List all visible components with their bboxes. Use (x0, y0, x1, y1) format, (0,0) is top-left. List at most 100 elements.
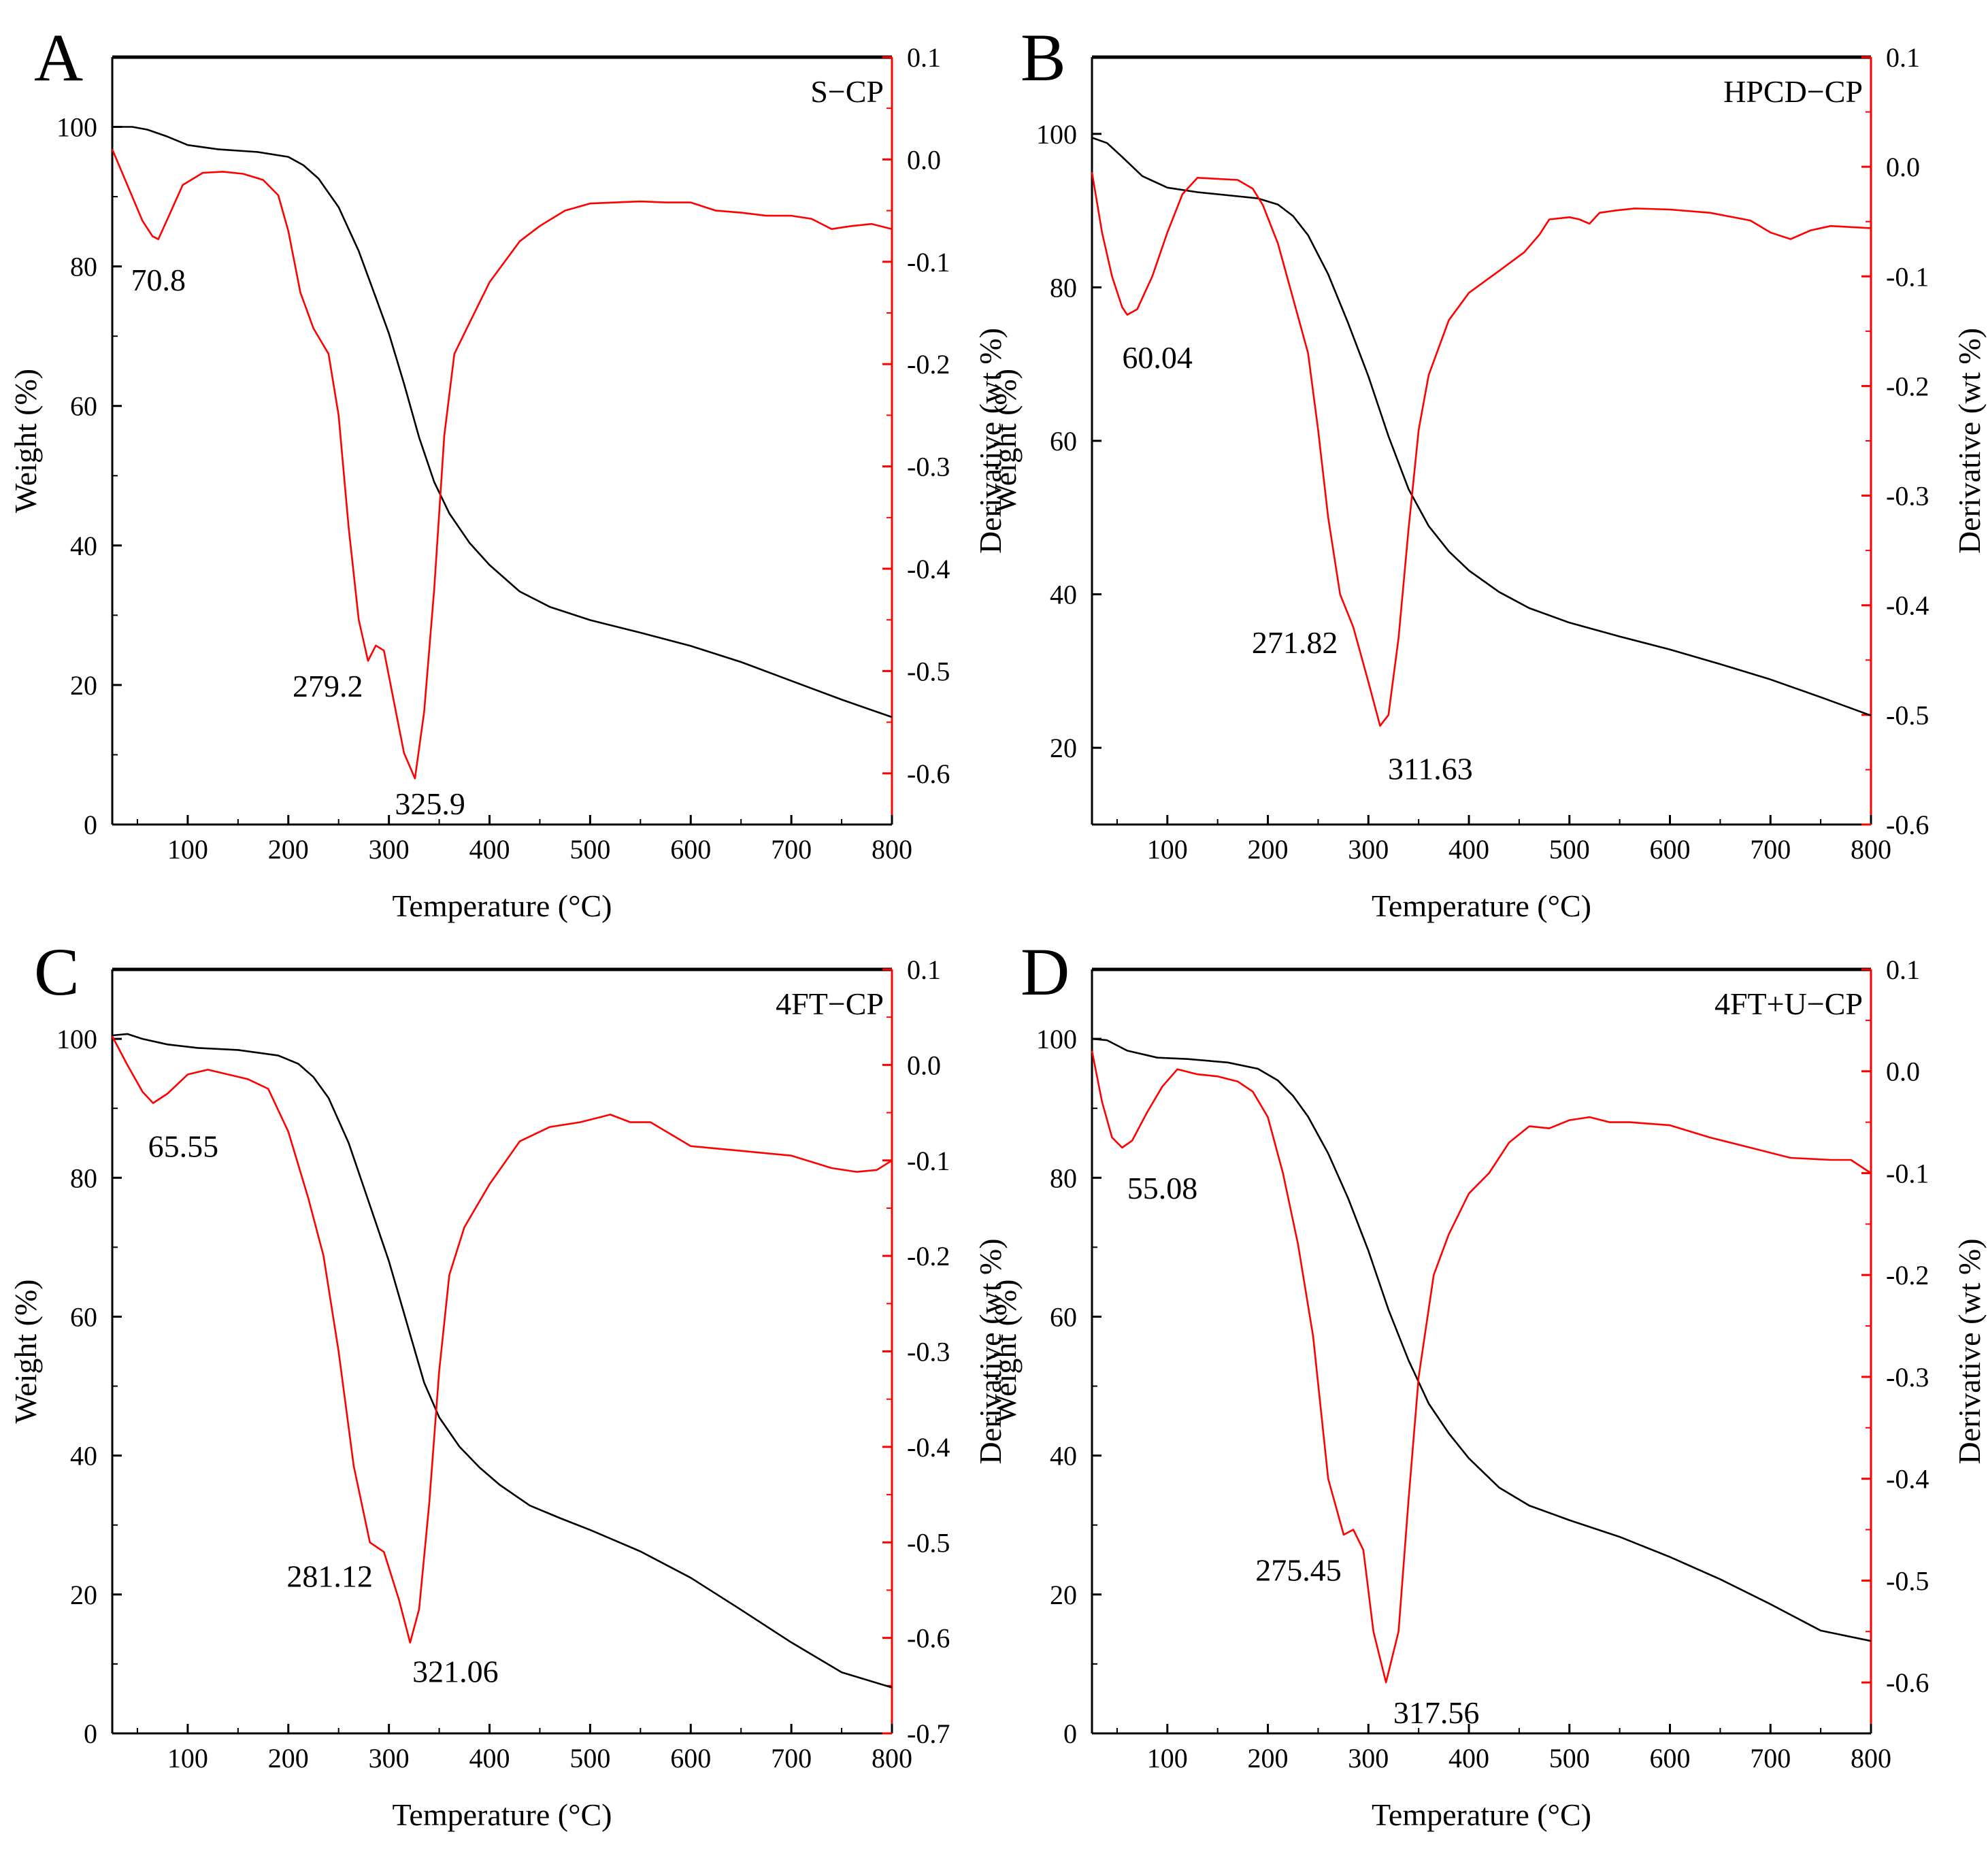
panel-letter: D (1021, 934, 1070, 1010)
x-tick-label: 300 (1348, 1743, 1389, 1774)
y-tick-label: 0 (84, 810, 97, 840)
weight-series-line (112, 1033, 893, 1688)
y2-tick-label: -0.1 (907, 1146, 950, 1176)
y-tick-label: 0 (84, 1718, 97, 1749)
x-tick-label: 400 (469, 834, 510, 865)
y2-axis-label: Derivative (wt %) (973, 1238, 1008, 1464)
y2-tick-label: 0.0 (1886, 1056, 1920, 1087)
y2-tick-label: -0.1 (1886, 1158, 1929, 1188)
y-tick-label: 80 (1050, 272, 1077, 303)
x-tick-label: 600 (670, 834, 711, 865)
x-tick-label: 500 (569, 1743, 610, 1774)
y2-axis-label: Derivative (wt %) (1952, 1238, 1987, 1464)
y-tick-label: 40 (1050, 580, 1077, 610)
y2-tick-label: -0.5 (1886, 700, 1929, 731)
x-tick-label: 100 (167, 834, 208, 865)
y2-tick-label: -0.2 (1886, 371, 1929, 401)
y-tick-label: 100 (56, 1024, 97, 1054)
peak-annotation: 281.12 (286, 1559, 373, 1593)
x-tick-label: 300 (369, 1743, 410, 1774)
x-tick-label: 200 (268, 834, 309, 865)
y2-tick-label: 0.1 (907, 42, 941, 73)
y2-axis-label: Derivative (wt %) (973, 328, 1008, 554)
x-tick-label: 200 (1248, 834, 1289, 865)
y2-tick-label: -0.5 (907, 656, 950, 686)
y-tick-label: 80 (70, 252, 97, 282)
y2-tick-label: -0.5 (907, 1527, 950, 1558)
y2-tick-label: -0.3 (1886, 481, 1929, 512)
y2-tick-label: 0.0 (1886, 152, 1920, 182)
x-tick-label: 200 (268, 1743, 309, 1774)
x-tick-label: 400 (1448, 834, 1489, 865)
x-tick-label: 300 (369, 834, 410, 865)
derivative-series-line (1091, 171, 1872, 727)
y2-axis-label: Derivative (wt %) (1952, 328, 1987, 554)
y-tick-label: 20 (1050, 1580, 1077, 1610)
weight-series-line (112, 126, 893, 718)
x-tick-label: 700 (1750, 834, 1791, 865)
y-axis-label: Weight (%) (8, 369, 43, 513)
x-tick-label: 600 (1650, 834, 1691, 865)
y-tick-label: 40 (1050, 1441, 1077, 1471)
x-axis-label: Temperature (°C) (1372, 888, 1591, 923)
y-tick-label: 60 (70, 391, 97, 422)
x-tick-label: 700 (1750, 1743, 1791, 1774)
x-axis-label: Temperature (°C) (1372, 1797, 1591, 1832)
y2-tick-label: -0.3 (1886, 1362, 1929, 1393)
y2-tick-label: -0.2 (907, 1241, 950, 1271)
y-tick-label: 100 (1036, 1024, 1077, 1054)
derivative-series-line (111, 1035, 893, 1644)
x-axis-label: Temperature (°C) (393, 1797, 612, 1832)
x-tick-label: 800 (872, 1743, 912, 1774)
y-tick-label: 80 (1050, 1163, 1077, 1193)
x-tick-label: 400 (1448, 1743, 1489, 1774)
y-tick-label: 40 (70, 531, 97, 561)
y2-tick-label: -0.3 (907, 1337, 950, 1367)
panel-letter: C (34, 934, 80, 1010)
panel-a: A S−CP Temperature (°C) Weight (%) Deriv… (8, 20, 1008, 923)
y-tick-label: 20 (70, 670, 97, 701)
x-tick-label: 500 (569, 834, 610, 865)
peak-annotation: 55.08 (1127, 1171, 1198, 1205)
y2-tick-label: -0.5 (1886, 1565, 1929, 1596)
y2-tick-label: -0.1 (1886, 261, 1929, 292)
sample-label: 4FT+U−CP (1714, 986, 1863, 1021)
panel-letter: A (34, 20, 83, 95)
x-tick-label: 500 (1549, 834, 1590, 865)
y2-tick-label: 0.0 (907, 144, 941, 175)
peak-annotation: 275.45 (1255, 1552, 1342, 1587)
y2-tick-label: -0.6 (907, 1623, 950, 1654)
peak-annotation: 60.04 (1122, 340, 1193, 375)
y2-tick-label: -0.1 (907, 247, 950, 278)
peak-annotation: 70.8 (131, 263, 186, 297)
y2-tick-label: -0.6 (1886, 1667, 1929, 1698)
peak-annotation: 321.06 (412, 1654, 499, 1689)
panel-letter: B (1021, 20, 1066, 95)
y2-tick-label: -0.4 (907, 1432, 950, 1463)
y2-tick-label: -0.4 (1886, 590, 1929, 621)
x-tick-label: 800 (872, 834, 912, 865)
peak-annotation: 317.56 (1393, 1695, 1480, 1730)
y-tick-label: 0 (1063, 1718, 1077, 1749)
derivative-series-line (111, 148, 893, 780)
sample-label: 4FT−CP (776, 986, 884, 1021)
weight-series-line (1091, 137, 1872, 717)
y-tick-label: 80 (70, 1163, 97, 1193)
panel-c: C 4FT−CP Temperature (°C) Weight (%) Der… (8, 934, 1008, 1832)
y-tick-label: 60 (1050, 1301, 1077, 1332)
y2-tick-label: -0.7 (907, 1718, 950, 1749)
y-axis-label: Weight (%) (988, 369, 1023, 513)
y2-tick-label: 0.0 (907, 1050, 941, 1080)
sample-label: S−CP (810, 74, 884, 109)
x-tick-label: 100 (1147, 834, 1188, 865)
y-tick-label: 60 (1050, 426, 1077, 456)
y2-tick-label: -0.4 (1886, 1464, 1929, 1495)
x-axis-label: Temperature (°C) (393, 888, 612, 923)
peak-annotation: 311.63 (1388, 751, 1473, 786)
y-tick-label: 20 (1050, 733, 1077, 763)
x-tick-label: 200 (1248, 1743, 1289, 1774)
y2-tick-label: 0.1 (907, 954, 941, 985)
x-tick-label: 800 (1851, 1743, 1891, 1774)
sample-label: HPCD−CP (1723, 74, 1863, 109)
